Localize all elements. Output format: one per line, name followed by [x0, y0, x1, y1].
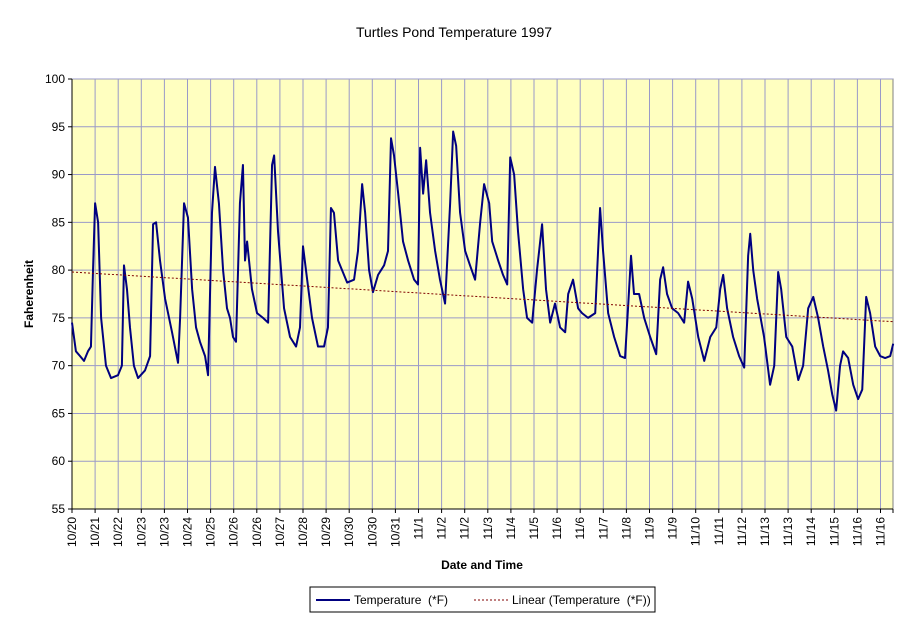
x-tick-label: 11/11 — [712, 517, 726, 546]
y-axis-label: Faherenheit — [22, 260, 36, 328]
x-tick-label: 10/31 — [388, 517, 402, 547]
x-tick-label: 11/13 — [781, 517, 795, 546]
x-tick-label: 11/2 — [458, 517, 472, 540]
x-tick-label: 10/26 — [227, 517, 241, 547]
y-tick-label: 70 — [52, 359, 66, 373]
x-tick-label: 11/13 — [758, 517, 772, 546]
y-tick-label: 75 — [52, 311, 66, 325]
x-tick-label: 10/20 — [65, 517, 79, 547]
x-axis: 10/20 10/21 10/22 10/23 10/23 10/24 10/25 10/26… — [65, 508, 894, 547]
x-tick-label: 11/14 — [804, 517, 818, 546]
x-tick-label: 11/3 — [481, 517, 495, 540]
linear-trendline — [71, 271, 894, 323]
y-tick-label: 65 — [52, 406, 66, 420]
y-tick-label: 95 — [52, 120, 66, 134]
chart-title: Turtles Pond Temperature 1997 — [356, 24, 552, 40]
x-tick-label: 11/12 — [735, 517, 749, 546]
x-tick-label: 10/30 — [342, 517, 356, 547]
y-tick-label: 100 — [45, 72, 65, 86]
x-axis-label: Date and Time — [441, 558, 523, 572]
x-tick-label: 10/30 — [365, 517, 379, 547]
x-tick-label: 10/21 — [88, 517, 102, 547]
series-layer — [71, 130, 895, 412]
x-tick-label: 11/5 — [527, 517, 541, 540]
x-tick-label: 11/8 — [619, 517, 633, 540]
gridlines — [71, 78, 893, 510]
y-tick-label: 85 — [52, 215, 66, 229]
x-tick-label: 11/1 — [412, 517, 426, 540]
x-tick-label: 10/22 — [111, 517, 125, 547]
x-tick-label: 11/15 — [827, 517, 841, 546]
x-tick-label: 11/2 — [435, 517, 449, 540]
x-tick-label: 11/10 — [689, 517, 703, 546]
temperature-series-line — [71, 130, 895, 412]
legend-label-temperature: Temperature (*F) — [354, 593, 448, 607]
y-tick-label: 60 — [52, 454, 66, 468]
x-tick-label: 10/25 — [204, 517, 218, 547]
x-tick-label: 10/28 — [296, 517, 310, 547]
y-tick-label: 90 — [52, 168, 66, 182]
y-tick-label: 55 — [52, 502, 66, 516]
x-tick-label: 10/26 — [250, 517, 264, 547]
x-tick-label: 10/23 — [157, 517, 171, 547]
x-tick-label: 11/6 — [550, 517, 564, 540]
x-tick-label: 10/29 — [319, 517, 333, 547]
legend: Temperature (*F) Linear (Temperature (*F… — [309, 586, 656, 613]
x-tick-label: 10/24 — [181, 517, 195, 547]
x-tick-label: 11/16 — [850, 517, 864, 546]
plot-area — [71, 78, 894, 510]
x-tick-label: 11/4 — [504, 517, 518, 540]
x-tick-label: 11/6 — [573, 517, 587, 540]
x-tick-label: 10/23 — [134, 517, 148, 547]
y-axis: 55 60 65 70 75 80 85 90 95 100 — [45, 72, 73, 516]
x-tick-label: 11/7 — [596, 517, 610, 540]
x-tick-label: 11/16 — [874, 517, 888, 546]
x-tick-label: 11/9 — [643, 517, 657, 540]
y-tick-label: 80 — [52, 263, 66, 277]
x-tick-label: 11/9 — [666, 517, 680, 540]
x-tick-label: 10/27 — [273, 517, 287, 547]
legend-label-linear: Linear (Temperature (*F)) — [512, 593, 651, 607]
